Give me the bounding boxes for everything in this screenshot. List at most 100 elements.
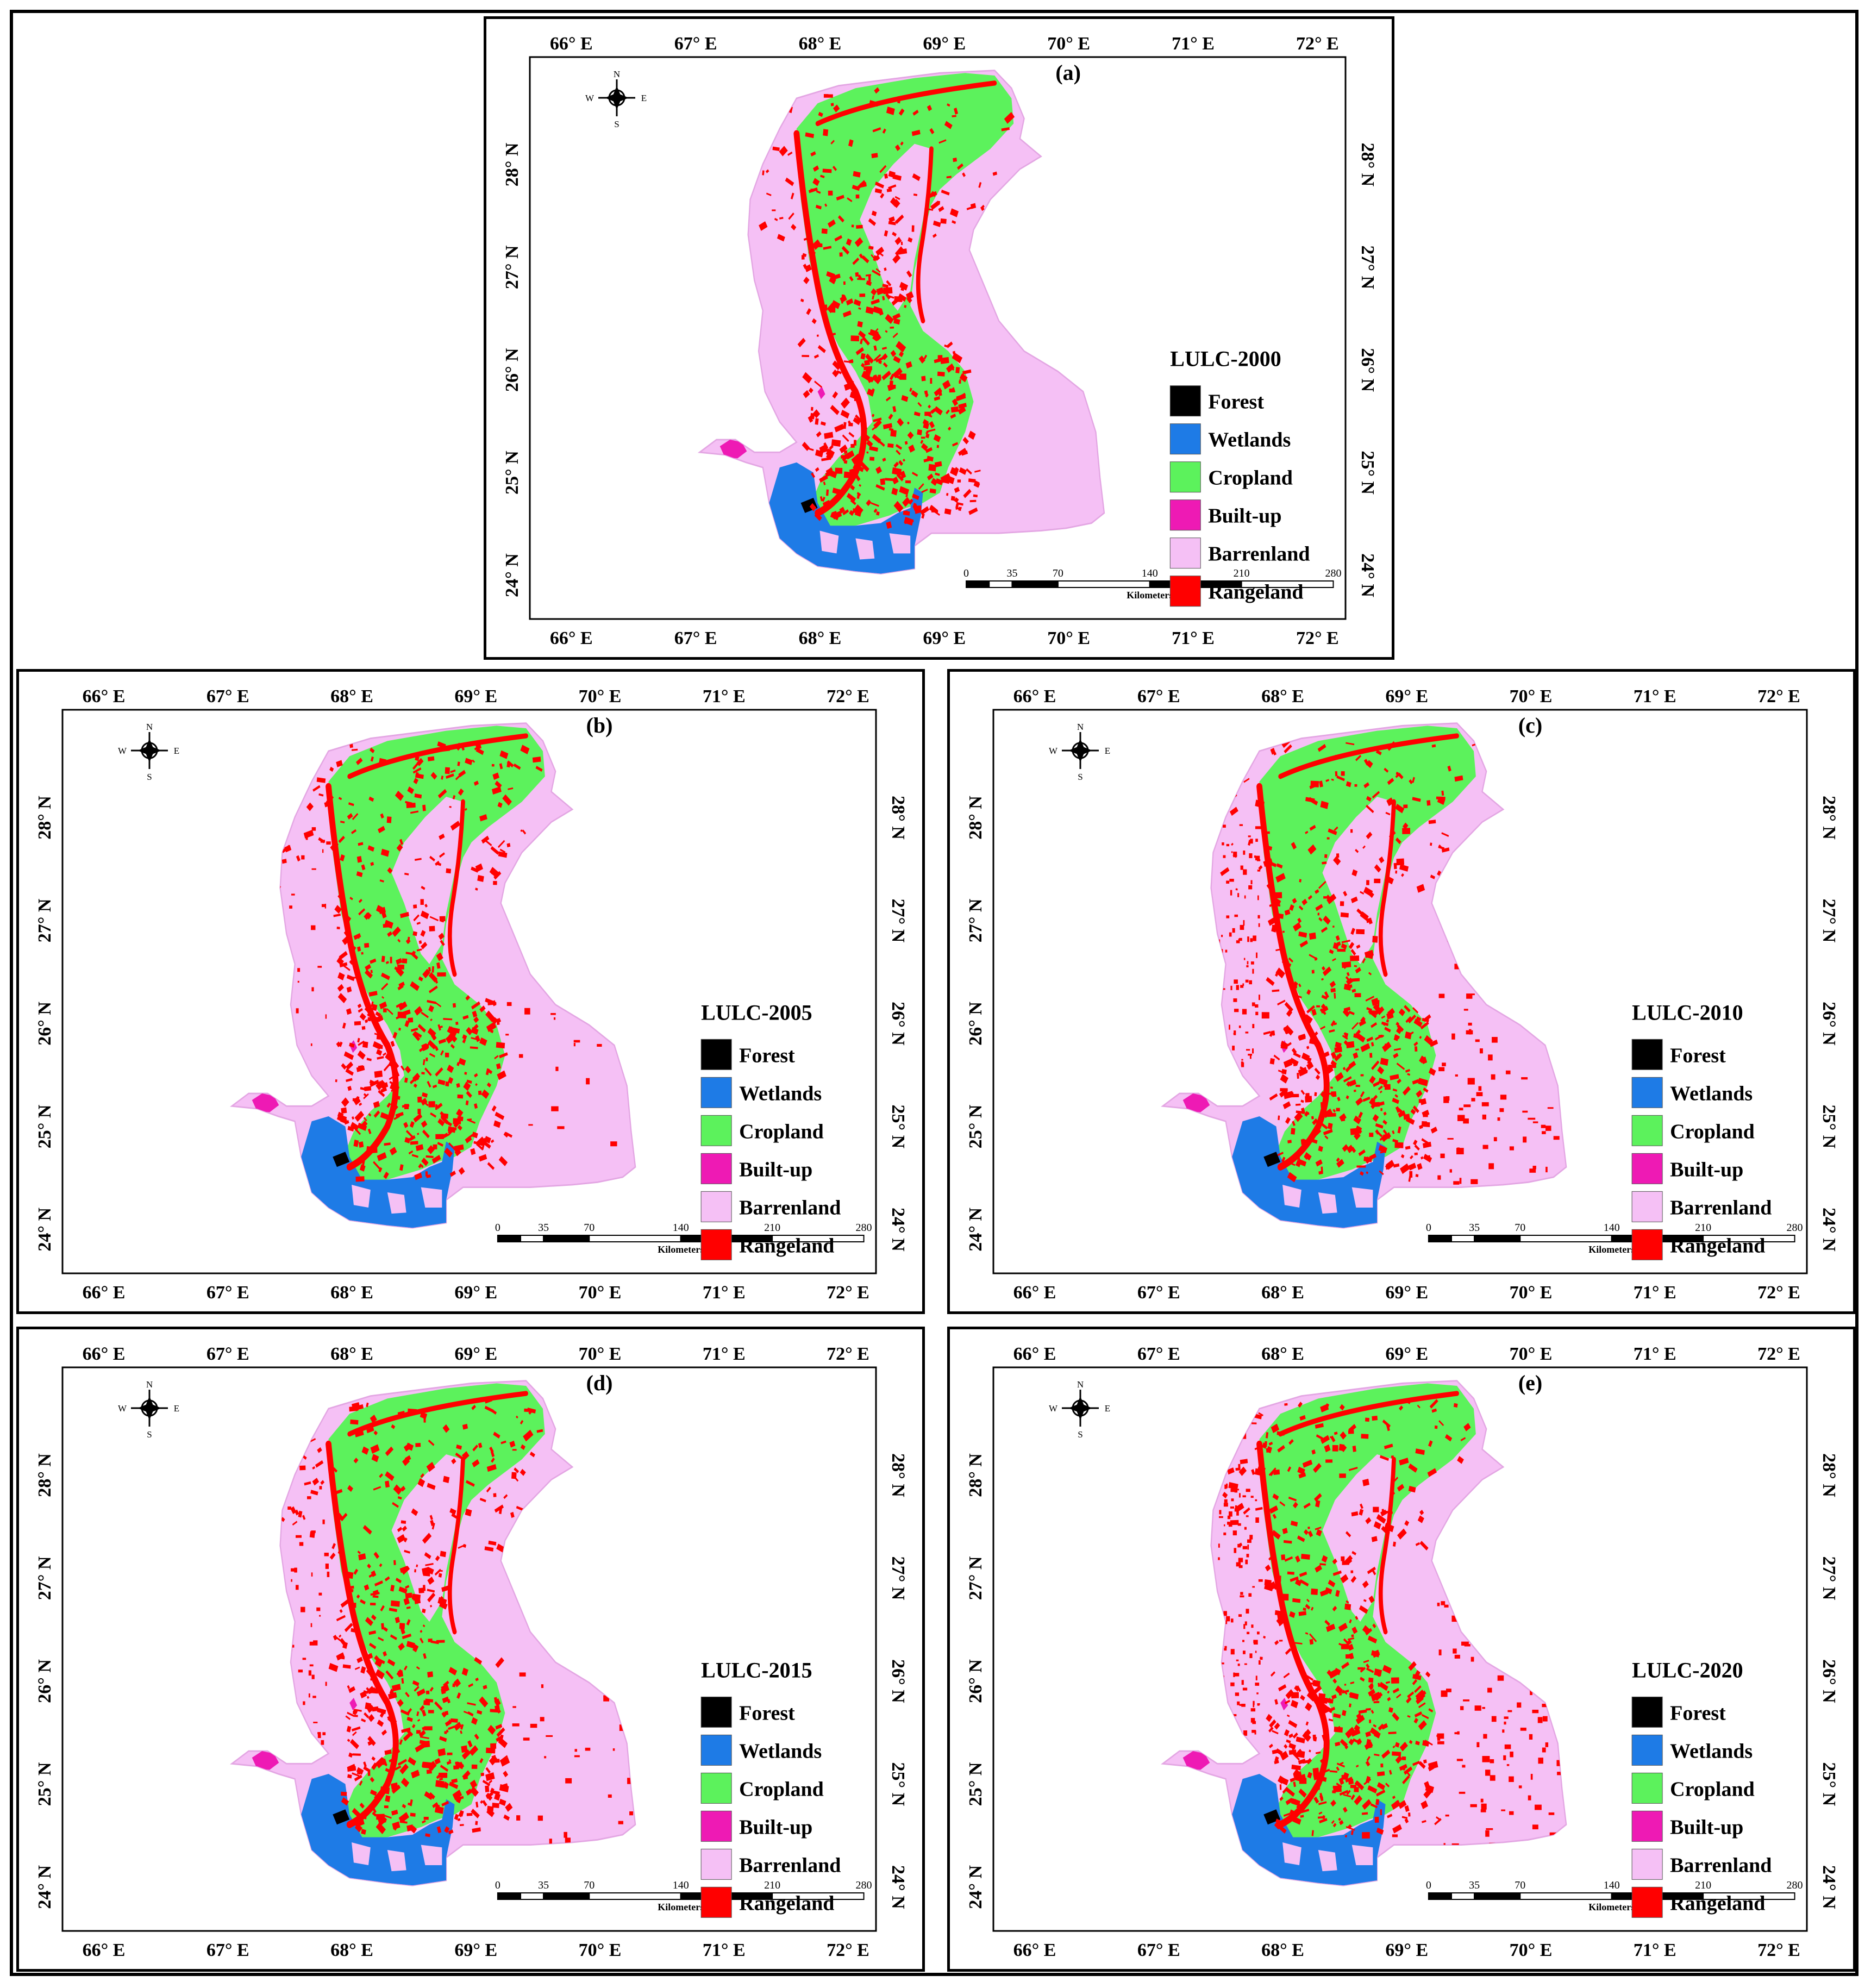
latitude-label-right: 26° N bbox=[888, 1659, 908, 1703]
legend-label: Cropland bbox=[1208, 467, 1293, 490]
scale-bar-segment bbox=[520, 1892, 545, 1900]
latitude-label-right: 26° N bbox=[1357, 348, 1378, 392]
latitude-label-left: 26° N bbox=[966, 1002, 986, 1046]
legend-label: Rangeland bbox=[1670, 1892, 1765, 1915]
rangeland-river-strip bbox=[815, 80, 997, 127]
compass-icon: N S E W bbox=[1049, 1379, 1110, 1440]
legend-swatch-built-up bbox=[700, 1810, 732, 1842]
longitude-label-bottom: 67° E bbox=[1137, 1283, 1180, 1303]
longitude-label-bottom: 70° E bbox=[1510, 1283, 1553, 1303]
legend-label: Forest bbox=[1670, 1702, 1726, 1724]
legend-title: LULC-2010 bbox=[1632, 1000, 1743, 1024]
scale-bar-tick: 210 bbox=[764, 1879, 780, 1891]
map-svg-d: 66° E 66° E 67° E 67° E 68° E 68° E 69° E 69° E… bbox=[35, 1344, 908, 1960]
legend-swatch-rangeland bbox=[700, 1229, 732, 1260]
latitude-label-right: 27° N bbox=[888, 1556, 908, 1601]
latitude-label-left: 24° N bbox=[35, 1208, 55, 1252]
rangeland-river-strip bbox=[1278, 733, 1459, 779]
longitude-label-bottom: 71° E bbox=[1634, 1940, 1676, 1960]
longitude-label-top: 66° E bbox=[550, 34, 593, 54]
longitude-label-top: 69° E bbox=[923, 34, 966, 54]
legend: LULC-2015 Forest Wetlands Cropland Built-up B… bbox=[700, 1658, 841, 1918]
legend-swatch-rangeland bbox=[1631, 1229, 1663, 1260]
latitude-label-left: 27° N bbox=[502, 245, 522, 289]
latitude-label-left: 26° N bbox=[966, 1659, 986, 1703]
legend-label: Barrenland bbox=[1670, 1854, 1772, 1877]
latitude-label-right: 27° N bbox=[1357, 245, 1378, 289]
built-up-area bbox=[252, 1093, 279, 1112]
rangeland-river-strip bbox=[1256, 783, 1330, 1171]
wetlands-area bbox=[301, 1116, 455, 1228]
latitude-label-right: 27° N bbox=[1819, 1556, 1839, 1601]
scale-bar-tick: 140 bbox=[673, 1879, 689, 1891]
longitude-label-top: 72° E bbox=[1296, 34, 1339, 54]
rangeland-river-strip bbox=[347, 1391, 528, 1437]
panel-label: (c) bbox=[1518, 713, 1542, 737]
longitude-label-top: 68° E bbox=[1261, 1344, 1304, 1364]
compass-south-label: S bbox=[614, 119, 619, 129]
longitude-label-top: 70° E bbox=[579, 686, 622, 707]
longitude-label-top: 67° E bbox=[207, 686, 249, 707]
longitude-label-bottom: 70° E bbox=[579, 1283, 622, 1303]
longitude-label-bottom: 72° E bbox=[1757, 1940, 1800, 1960]
legend: LULC-2000 Forest Wetlands Cropland Built-up B… bbox=[1169, 347, 1310, 607]
scale-bar-segment bbox=[1450, 1235, 1475, 1242]
longitude-label-top: 71° E bbox=[1634, 686, 1676, 707]
legend-label: Built-up bbox=[739, 1158, 812, 1181]
barrenland-interior bbox=[391, 796, 464, 964]
longitude-label-bottom: 66° E bbox=[1013, 1283, 1056, 1303]
longitude-label-bottom: 71° E bbox=[703, 1940, 746, 1960]
legend-label: Rangeland bbox=[1208, 581, 1303, 604]
latitude-label-left: 25° N bbox=[966, 1762, 986, 1806]
longitude-label-bottom: 70° E bbox=[1510, 1940, 1553, 1960]
scale-bar-segment bbox=[1428, 1235, 1452, 1242]
legend-label: Forest bbox=[1208, 391, 1264, 414]
built-up-area bbox=[1182, 1093, 1210, 1112]
longitude-label-top: 67° E bbox=[1137, 686, 1180, 707]
scale-bar-tick: 210 bbox=[1234, 567, 1250, 579]
longitude-label-top: 68° E bbox=[1261, 686, 1304, 707]
latitude-label-left: 28° N bbox=[966, 1453, 986, 1497]
compass-icon: N S E W bbox=[118, 1379, 179, 1440]
rangeland-river-strip bbox=[1378, 799, 1396, 977]
wetlands-area bbox=[301, 1773, 455, 1886]
latitude-label-left: 25° N bbox=[35, 1762, 55, 1806]
scale-bar-tick: 140 bbox=[1142, 567, 1158, 579]
map-svg-e: 66° E 66° E 67° E 67° E 68° E 68° E 69° E 69° E… bbox=[966, 1344, 1839, 1960]
scale-bar-tick: 0 bbox=[1426, 1222, 1431, 1234]
latitude-label-left: 27° N bbox=[35, 898, 55, 942]
rangeland-river-strip bbox=[1278, 1391, 1459, 1437]
latitude-label-left: 28° N bbox=[35, 1453, 55, 1497]
legend-swatch-cropland bbox=[700, 1772, 732, 1804]
longitude-label-bottom: 71° E bbox=[703, 1283, 746, 1303]
legend-swatch-wetlands bbox=[1631, 1734, 1663, 1766]
longitude-label-bottom: 72° E bbox=[827, 1283, 869, 1303]
legend-swatch-forest bbox=[1631, 1039, 1663, 1070]
scale-bar-segment bbox=[497, 1235, 521, 1242]
map-svg-a: 66° E 66° E 67° E 67° E 68° E 68° E 69° E 69° E… bbox=[502, 34, 1378, 648]
longitude-label-bottom: 66° E bbox=[83, 1940, 126, 1960]
scale-bar-segment bbox=[1011, 580, 1059, 588]
wetland-gaps bbox=[819, 530, 911, 560]
scale-bar-tick: 0 bbox=[963, 567, 969, 579]
compass-west-label: W bbox=[118, 746, 127, 756]
longitude-label-top: 67° E bbox=[1137, 1344, 1180, 1364]
scale-bar-tick: 35 bbox=[1469, 1879, 1480, 1891]
rangeland-river-strip bbox=[447, 1456, 465, 1635]
legend: LULC-2020 Forest Wetlands Cropland Built-up B… bbox=[1631, 1658, 1772, 1918]
rangeland-speckle bbox=[271, 741, 629, 1192]
latitude-label-left: 25° N bbox=[966, 1104, 986, 1148]
legend-swatch-barrenland bbox=[700, 1848, 732, 1880]
legend-swatch-barrenland bbox=[1631, 1191, 1663, 1222]
legend-swatch-wetlands bbox=[700, 1077, 732, 1108]
wetland-gaps bbox=[352, 1842, 442, 1872]
latitude-label-right: 24° N bbox=[888, 1865, 908, 1909]
latitude-label-right: 27° N bbox=[1819, 899, 1839, 943]
legend-label: Rangeland bbox=[739, 1234, 834, 1257]
longitude-label-bottom: 67° E bbox=[1137, 1940, 1180, 1960]
legend-title: LULC-2000 bbox=[1170, 347, 1281, 371]
latitude-label-right: 28° N bbox=[888, 1453, 908, 1497]
compass-south-label: S bbox=[147, 772, 152, 782]
land-cover-layers bbox=[252, 726, 629, 1228]
longitude-label-bottom: 68° E bbox=[1261, 1940, 1304, 1960]
